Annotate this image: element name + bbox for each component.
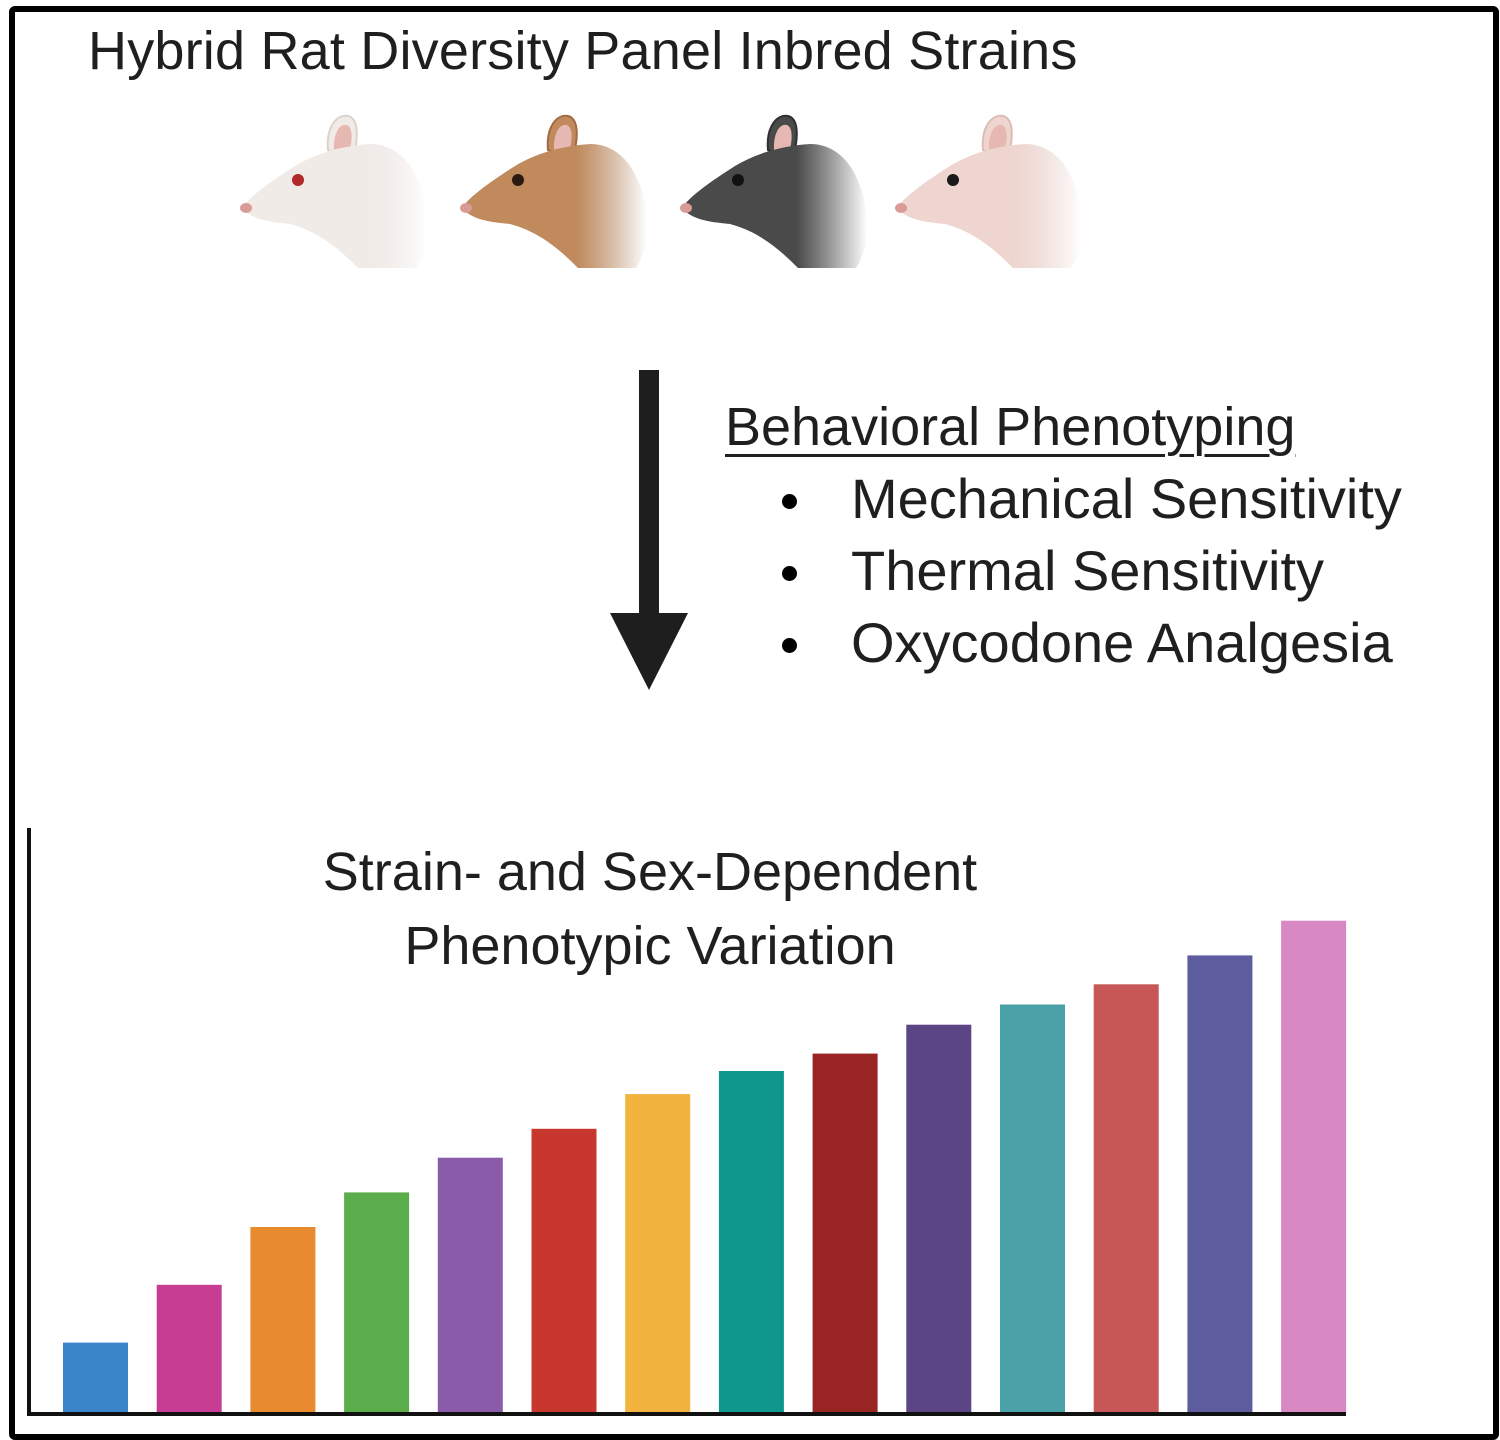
chart-title-line: Strain- and Sex-Dependent	[322, 842, 978, 902]
phenotype-label: Mechanical Sensitivity	[851, 467, 1402, 530]
bar	[718, 1071, 784, 1412]
bar	[437, 1157, 503, 1412]
chart-title: Strain- and Sex-Dependent Phenotypic Var…	[200, 835, 1100, 983]
phenotype-list-item: Mechanical Sensitivity	[782, 466, 1402, 531]
bar	[906, 1024, 972, 1412]
pink-rat-icon	[895, 114, 1083, 268]
phenotyping-heading: Behavioral Phenotyping	[725, 397, 1296, 457]
chart-title-line: Phenotypic Variation	[404, 916, 896, 976]
brown-rat-icon	[460, 114, 648, 268]
bar	[1093, 984, 1159, 1412]
bar	[156, 1284, 222, 1412]
bar	[531, 1128, 597, 1412]
bullet-icon	[782, 637, 797, 653]
bar	[1187, 955, 1253, 1412]
phenotype-list-item: Thermal Sensitivity	[782, 538, 1324, 603]
figure-frame	[9, 6, 1499, 1440]
bullet-icon	[782, 565, 797, 581]
albino-rat-icon	[240, 114, 428, 268]
black-rat-icon	[680, 114, 868, 268]
figure-title: Hybrid Rat Diversity Panel Inbred Strain…	[88, 21, 1078, 81]
phenotype-list-item: Oxycodone Analgesia	[782, 610, 1393, 675]
bar	[1281, 920, 1347, 1412]
bar	[250, 1227, 316, 1412]
bar	[812, 1053, 878, 1412]
phenotype-label: Thermal Sensitivity	[851, 539, 1325, 602]
bar	[1000, 1004, 1065, 1412]
bar	[344, 1192, 410, 1412]
bar	[625, 1094, 691, 1412]
down-arrow	[610, 370, 688, 690]
rat-strains-illustration	[240, 114, 1083, 268]
phenotype-label: Oxycodone Analgesia	[851, 611, 1393, 674]
bar	[63, 1342, 128, 1412]
bullet-icon	[782, 493, 797, 509]
